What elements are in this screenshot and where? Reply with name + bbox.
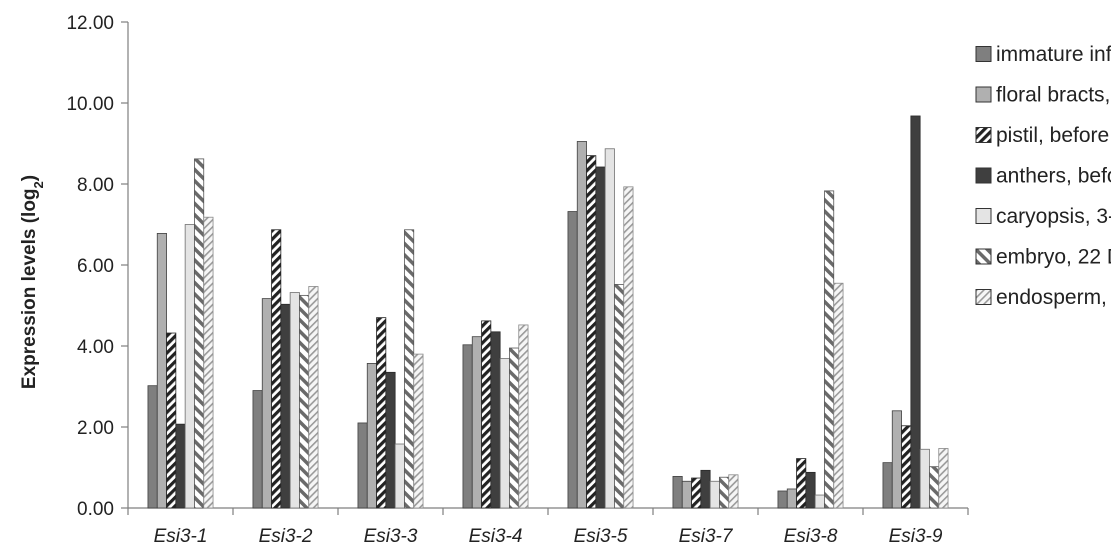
bar — [357, 422, 368, 509]
bar — [814, 494, 825, 509]
bar — [271, 229, 282, 509]
y-tick-label: 8.00 — [77, 175, 114, 196]
legend-label: immature inflorescence — [996, 43, 1111, 66]
bar — [882, 462, 893, 509]
legend-label: floral bracts, before anthesis — [996, 84, 1111, 107]
bar — [184, 224, 195, 509]
bar — [194, 158, 205, 509]
bar — [833, 282, 844, 509]
bar — [394, 443, 405, 509]
x-ticks: Esi3-1 Esi3-2 Esi3-3 Esi3-4 Esi3-5 Esi3-7 Esi3… — [127, 508, 969, 547]
bar — [728, 474, 739, 509]
bar — [385, 371, 396, 509]
legend-label: endosperm, 22 DAP — [996, 286, 1111, 309]
bar — [203, 216, 214, 509]
bar — [471, 336, 482, 509]
bar — [796, 458, 807, 509]
category-label: Esi3-3 — [364, 526, 418, 547]
bar — [719, 476, 730, 509]
bar — [586, 155, 597, 509]
category-label: Esi3-1 — [154, 526, 208, 547]
y-tick-label: 0.00 — [77, 499, 114, 520]
bar — [404, 229, 415, 509]
bar — [147, 385, 158, 509]
category-label: Esi3-2 — [259, 526, 313, 547]
bar — [481, 320, 492, 509]
category-label: Esi3-5 — [574, 526, 628, 547]
category-label: Esi3-4 — [469, 526, 523, 547]
y-tick-label: 10.00 — [66, 94, 114, 115]
bar — [499, 358, 510, 509]
legend: immature inflorescence floral bracts, bef… — [975, 43, 1111, 309]
legend-swatch — [975, 248, 992, 265]
bar — [308, 286, 319, 509]
bar — [595, 166, 606, 509]
legend-swatch — [975, 289, 992, 305]
bar — [681, 480, 692, 509]
bar — [299, 294, 310, 509]
bar — [891, 410, 902, 509]
legend-swatch — [975, 86, 992, 103]
bar — [777, 490, 788, 509]
bar — [938, 448, 949, 509]
bar — [709, 480, 720, 509]
bar — [175, 423, 186, 509]
bar — [901, 425, 912, 509]
bar — [604, 148, 615, 509]
y-tick-label: 12.00 — [66, 13, 114, 34]
legend-label: caryopsis, 3-5 DAP — [996, 205, 1111, 228]
y-tick-label: 4.00 — [77, 337, 114, 358]
bar — [166, 332, 177, 509]
bar — [289, 292, 300, 509]
bars — [147, 115, 949, 509]
bar — [252, 390, 263, 509]
legend-label: anthers, before anthesis — [996, 165, 1111, 188]
bar — [509, 347, 520, 509]
legend-swatch — [975, 127, 992, 143]
y-axis-title: Expression levels (log2) — [19, 175, 46, 389]
y-tick-label: 6.00 — [77, 256, 114, 277]
y-tick-label: 2.00 — [77, 418, 114, 439]
bar — [261, 298, 272, 509]
bar — [366, 363, 377, 509]
bar — [786, 488, 797, 509]
bar — [156, 233, 167, 509]
bar — [672, 476, 683, 509]
bar — [824, 190, 835, 509]
bar — [462, 344, 473, 509]
y-ticks: 0.00 2.00 4.00 6.00 8.00 10.00 12.00 — [66, 13, 128, 520]
legend-swatch — [975, 208, 992, 224]
bar — [490, 331, 501, 509]
bar — [576, 141, 587, 509]
bar — [413, 353, 424, 509]
bar — [700, 469, 711, 509]
bar — [623, 186, 634, 509]
bar — [919, 448, 930, 509]
bar — [376, 317, 387, 509]
bar — [280, 303, 291, 509]
legend-label: embryo, 22 DAP — [996, 246, 1111, 269]
category-label: Esi3-8 — [784, 526, 838, 547]
bar — [910, 115, 921, 509]
bar — [567, 211, 578, 509]
legend-swatch — [975, 46, 992, 62]
bar — [614, 284, 625, 509]
bar — [805, 471, 816, 509]
bar — [518, 324, 529, 509]
legend-swatch — [975, 167, 992, 184]
bar — [929, 466, 940, 509]
legend-label: pistil, before anthesis — [996, 124, 1111, 147]
category-label: Esi3-7 — [679, 526, 734, 547]
bar — [691, 477, 702, 509]
category-label: Esi3-9 — [889, 526, 943, 547]
